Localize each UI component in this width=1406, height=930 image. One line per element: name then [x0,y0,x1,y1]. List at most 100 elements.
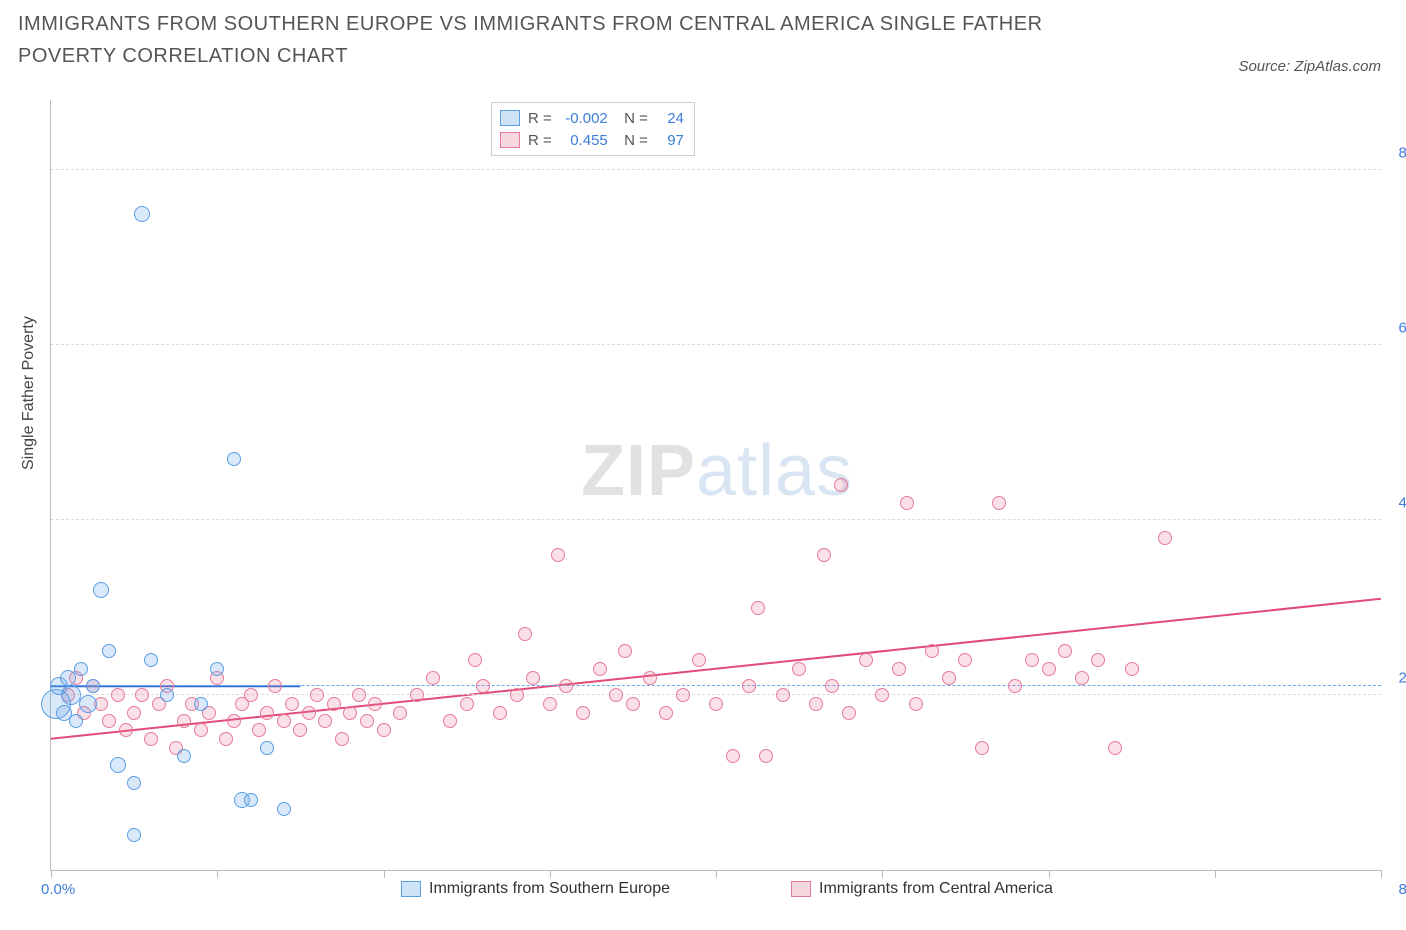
ca-point [593,662,607,676]
ca-point [393,706,407,720]
ca-point [759,749,773,763]
ca-point [194,723,208,737]
gridline [51,169,1381,170]
se-point [79,695,97,713]
ca-point [293,723,307,737]
legend-r-label: R = [528,110,552,127]
se-point [134,206,150,222]
ca-point [742,679,756,693]
legend-swatch [401,881,421,897]
ca-point [692,653,706,667]
ca-point [302,706,316,720]
ca-point [609,688,623,702]
ca-point [343,706,357,720]
se-point [69,714,83,728]
stats-legend-row: R =0.455 N =97 [500,129,684,151]
ca-point [119,723,133,737]
watermark: ZIPatlas [581,430,853,512]
ca-point [975,741,989,755]
scatter-plot: ZIPatlas R =-0.002 N =24R =0.455 N =97 0… [50,100,1381,871]
watermark-atlas: atlas [696,431,853,511]
x-tick [1381,870,1382,878]
ca-point [842,706,856,720]
ca-point [360,714,374,728]
ca-point [219,732,233,746]
legend-swatch [500,110,520,126]
ca-point [111,688,125,702]
reference-line [51,685,1381,686]
ca-point [1042,662,1056,676]
ca-point [310,688,324,702]
ca-point [875,688,889,702]
y-tick-label: 60.0% [1386,320,1406,337]
source-label: Source: ZipAtlas.com [1238,58,1381,75]
stats-legend-row: R =-0.002 N =24 [500,107,684,129]
ca-point [135,688,149,702]
x-axis-first-label: 0.0% [41,881,75,898]
series-legend-label: Immigrants from Southern Europe [429,880,670,898]
y-tick-label: 80.0% [1386,145,1406,162]
ca-point [352,688,366,702]
ca-point [260,706,274,720]
legend-n-value: 24 [656,110,684,127]
ca-point [709,697,723,711]
ca-point [751,601,765,615]
ca-point [892,662,906,676]
ca-point [377,723,391,737]
ca-point [1158,531,1172,545]
legend-n-label: N = [616,132,648,149]
se-point [260,741,274,755]
ca-point [244,688,258,702]
series-legend-item: Immigrants from Southern Europe [401,880,670,898]
ca-point [510,688,524,702]
ca-point [992,496,1006,510]
x-tick [51,870,52,878]
gridline [51,344,1381,345]
se-point [86,679,100,693]
se-point [244,793,258,807]
legend-n-value: 97 [656,132,684,149]
se-point [227,452,241,466]
series-legend-label: Immigrants from Central America [819,880,1053,898]
ca-point [410,688,424,702]
ca-point [268,679,282,693]
watermark-zip: ZIP [581,431,696,511]
x-axis-last-label: 80.0% [1386,881,1406,898]
ca-point [676,688,690,702]
stats-legend: R =-0.002 N =24R =0.455 N =97 [491,102,695,156]
chart-title: IMMIGRANTS FROM SOUTHERN EUROPE VS IMMIG… [18,8,1098,72]
ca-point [626,697,640,711]
ca-point [335,732,349,746]
ca-point [468,653,482,667]
ca-point [493,706,507,720]
ca-point [576,706,590,720]
se-point [74,662,88,676]
ca-point [925,644,939,658]
se-point [177,749,191,763]
y-axis-title: Single Father Poverty [20,316,38,470]
ca-point [368,697,382,711]
ca-point [551,548,565,562]
ca-point [1091,653,1105,667]
ca-point [177,714,191,728]
ca-point [1108,741,1122,755]
x-tick [550,870,551,878]
ca-point [726,749,740,763]
ca-point [643,671,657,685]
ca-point [1025,653,1039,667]
se-point [127,828,141,842]
ca-point [443,714,457,728]
ca-point [426,671,440,685]
ca-point [327,697,341,711]
ca-point [942,671,956,685]
ca-point [1125,662,1139,676]
ca-point [318,714,332,728]
ca-point [543,697,557,711]
se-point [102,644,116,658]
x-tick [384,870,385,878]
ca-point [127,706,141,720]
legend-swatch [791,881,811,897]
ca-point [252,723,266,737]
ca-point [618,644,632,658]
ca-point [958,653,972,667]
